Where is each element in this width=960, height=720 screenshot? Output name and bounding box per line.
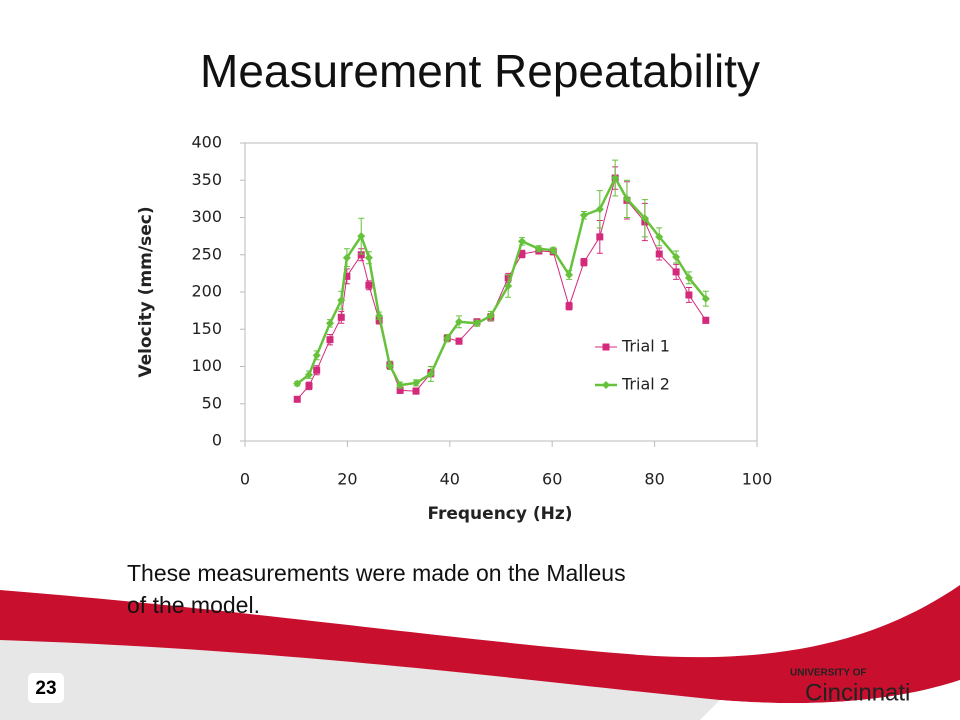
y-tick-label: 250 bbox=[191, 244, 222, 263]
data-point bbox=[672, 252, 681, 261]
data-point bbox=[412, 378, 421, 387]
y-tick-label: 400 bbox=[191, 133, 222, 152]
data-point bbox=[396, 381, 405, 390]
data-point bbox=[305, 382, 313, 390]
logo-bg bbox=[700, 680, 960, 720]
logo-name: Cincinnati bbox=[805, 679, 910, 706]
data-point bbox=[472, 319, 481, 328]
x-tick-label: 80 bbox=[644, 470, 664, 489]
y-tick-label: 300 bbox=[191, 207, 222, 226]
caption: of the model. bbox=[127, 592, 260, 618]
y-axis-title: Velocity (mm/sec) bbox=[136, 206, 156, 377]
legend-marker bbox=[602, 381, 610, 389]
x-tick-label: 20 bbox=[337, 470, 357, 489]
y-tick-label: 100 bbox=[191, 356, 222, 375]
y-tick-label: 150 bbox=[191, 319, 222, 338]
data-point bbox=[365, 281, 373, 289]
data-point bbox=[517, 237, 526, 246]
x-tick-label: 100 bbox=[742, 470, 773, 489]
data-point bbox=[534, 244, 543, 253]
legend-marker bbox=[602, 343, 610, 351]
data-point bbox=[312, 351, 321, 360]
data-point bbox=[486, 311, 495, 320]
data-point bbox=[364, 253, 373, 262]
data-point bbox=[305, 370, 313, 379]
y-tick-label: 350 bbox=[191, 170, 222, 189]
data-point bbox=[655, 250, 663, 258]
data-point bbox=[337, 296, 346, 305]
data-point bbox=[580, 258, 588, 266]
data-point bbox=[337, 313, 345, 321]
logo-text: UNIVERSITY OF bbox=[790, 668, 867, 679]
data-point bbox=[622, 194, 631, 203]
data-point bbox=[455, 317, 464, 326]
data-point bbox=[342, 253, 351, 262]
data-point bbox=[357, 232, 366, 241]
x-tick-label: 60 bbox=[542, 470, 562, 489]
data-point bbox=[396, 386, 404, 394]
data-point bbox=[702, 316, 710, 324]
data-point bbox=[701, 294, 710, 303]
y-tick-label: 50 bbox=[202, 393, 222, 412]
data-point bbox=[426, 369, 435, 378]
slide-title: Measurement Repeatability bbox=[200, 45, 760, 97]
data-point bbox=[640, 214, 649, 223]
data-point bbox=[325, 319, 334, 328]
data-point bbox=[595, 205, 604, 214]
data-point bbox=[313, 366, 321, 374]
page-number: 23 bbox=[35, 678, 56, 699]
data-point bbox=[672, 268, 680, 276]
data-point bbox=[579, 211, 588, 220]
data-point bbox=[443, 334, 452, 343]
y-tick-label: 200 bbox=[191, 282, 222, 301]
data-point bbox=[518, 250, 526, 258]
x-tick-label: 0 bbox=[240, 470, 250, 489]
data-point bbox=[385, 361, 394, 370]
data-point bbox=[549, 246, 558, 255]
data-point bbox=[655, 232, 664, 241]
data-point bbox=[326, 336, 334, 344]
data-point bbox=[455, 337, 463, 345]
data-point bbox=[375, 311, 384, 320]
legend-label: Trial 2 bbox=[621, 375, 670, 394]
data-point bbox=[596, 233, 604, 241]
data-point bbox=[504, 282, 513, 291]
data-point bbox=[343, 272, 351, 280]
data-point bbox=[565, 270, 574, 279]
data-point bbox=[357, 251, 365, 259]
data-point bbox=[412, 387, 420, 395]
plot-area bbox=[244, 142, 758, 442]
data-point bbox=[611, 174, 620, 183]
page-number-box bbox=[28, 673, 64, 703]
data-point bbox=[293, 379, 302, 388]
data-point bbox=[685, 291, 693, 299]
data-point bbox=[684, 273, 693, 282]
x-axis-title: Frequency (Hz) bbox=[427, 504, 572, 524]
legend-label: Trial 1 bbox=[621, 337, 670, 356]
x-tick-label: 40 bbox=[440, 470, 460, 489]
data-point bbox=[293, 395, 301, 403]
data-point bbox=[565, 302, 573, 310]
y-tick-label: 0 bbox=[212, 431, 222, 450]
caption: These measurements were made on the Mall… bbox=[127, 560, 626, 586]
